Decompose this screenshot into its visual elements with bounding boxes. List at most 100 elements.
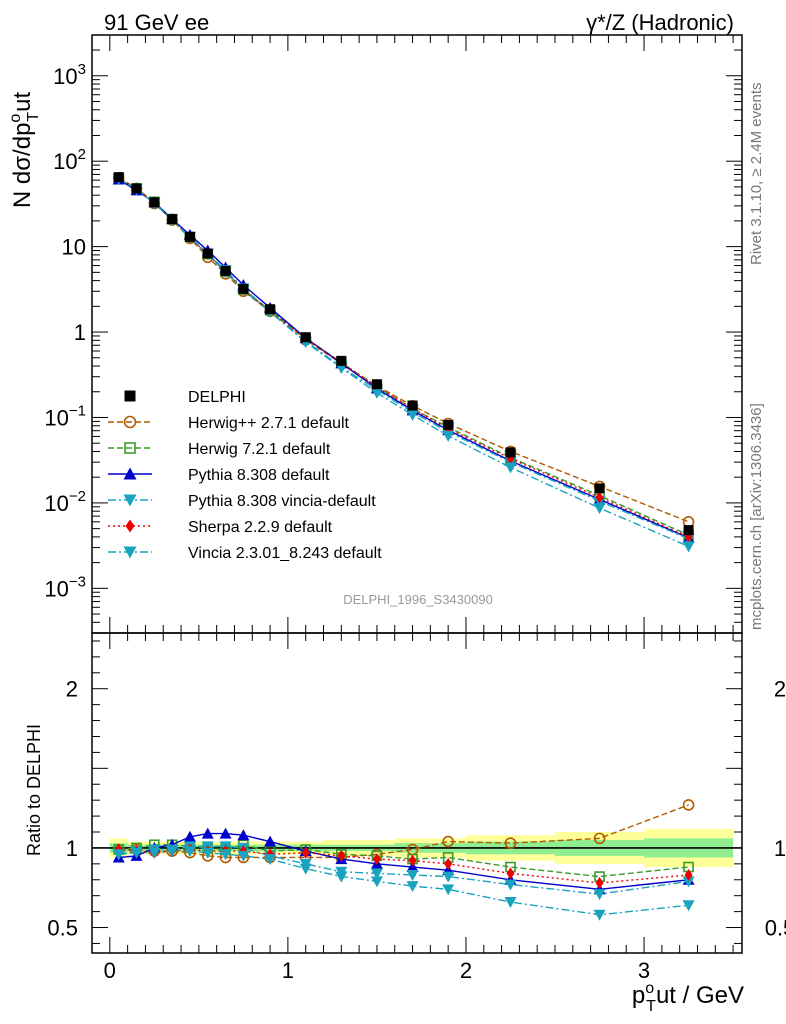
x-tick-label: 1 — [282, 958, 294, 983]
data-point — [184, 231, 195, 242]
ratio-series-point — [201, 847, 214, 859]
y-tick-label: 10−2 — [44, 488, 86, 516]
y-tick-label: 10−3 — [44, 573, 86, 601]
ratio-series-point — [442, 835, 454, 848]
ratio-series-point — [406, 869, 419, 881]
ratio-series-point — [408, 854, 417, 867]
x-tick-label: 3 — [638, 958, 650, 983]
legend-label: Pythia 8.308 vincia-default — [188, 493, 376, 510]
main-panel: 10−3 10−2 10−1 1 10 102 103 — [44, 34, 743, 634]
main-series-point — [593, 503, 606, 515]
legend-marker — [125, 519, 135, 533]
ratio-series-point — [237, 829, 250, 841]
main-series-point — [370, 387, 383, 399]
x-axis-title: po Tut / GeV — [632, 980, 744, 1015]
data-point — [149, 197, 160, 208]
legend-marker — [124, 390, 136, 402]
main-series-line — [118, 178, 689, 547]
mcplots-source-label: mcplots.cern.ch [arXiv:1306.3436] — [748, 403, 765, 630]
main-series-point — [406, 409, 419, 421]
ratio-panel: 0.5 0.5 1 1 2 2 0 1 2 3 — [47, 632, 786, 983]
y-tick-label: 102 — [53, 146, 86, 174]
legend-label: Sherpa 2.2.9 default — [188, 519, 333, 536]
data-point — [113, 172, 124, 183]
data-point — [202, 248, 213, 259]
main-y-axis-title: N dσ/dpoTut — [7, 92, 42, 209]
data-point — [167, 214, 178, 225]
ratio-series-point — [372, 853, 381, 866]
legend-label: DELPHI — [188, 389, 246, 406]
ratio-series-point — [166, 846, 179, 858]
data-point — [407, 400, 418, 411]
header-right-label: γ*/Z (Hadronic) — [586, 10, 734, 35]
legend-label: Herwig++ 2.7.1 default — [188, 415, 350, 432]
ratio-y-tick-label-right: 2 — [774, 677, 786, 702]
ratio-series-point — [264, 835, 277, 847]
ratio-series-point — [593, 889, 606, 901]
ratio-panel-frame — [91, 632, 743, 954]
legend-label: Vincia 2.3.01_8.243 default — [188, 545, 382, 562]
header-left-label: 91 GeV ee — [104, 10, 209, 35]
ratio-y-tick-label: 2 — [66, 677, 78, 702]
legend-marker — [123, 546, 137, 559]
ratio-series-point — [219, 827, 232, 839]
ratio-series-point — [684, 868, 693, 881]
ratio-series-line — [118, 804, 689, 859]
ratio-series-point — [370, 868, 383, 880]
ratio-series-point — [335, 871, 348, 883]
data-point — [220, 265, 231, 276]
ratio-series-point — [682, 799, 695, 811]
ratio-series-point — [183, 846, 196, 858]
ratio-series-point — [112, 849, 125, 861]
legend-label: Pythia 8.308 default — [188, 467, 330, 484]
ratio-series-point — [406, 881, 419, 893]
main-series-point — [595, 491, 604, 504]
data-point — [683, 525, 694, 536]
ratio-series-point — [370, 876, 383, 888]
ratio-series-point — [682, 876, 695, 888]
main-series-point — [682, 541, 695, 553]
y-tick-label: 10 — [62, 235, 86, 260]
ratio-y-tick-label: 0.5 — [47, 916, 78, 941]
y-tick-label: 1 — [74, 320, 86, 345]
ratio-series-point — [264, 854, 277, 866]
data-point — [238, 283, 249, 294]
ratio-series-point — [504, 879, 517, 891]
main-panel-frame — [91, 34, 743, 634]
ratio-series-point — [682, 900, 695, 912]
ratio-series-point — [219, 849, 232, 861]
ratio-series-line — [118, 845, 689, 895]
data-point — [300, 332, 311, 343]
ratio-series-point — [595, 876, 604, 889]
ratio-series-point — [201, 827, 214, 839]
data-point — [594, 483, 605, 494]
x-tick-label: 0 — [104, 958, 116, 983]
ratio-y-tick-label-right: 1 — [774, 836, 786, 861]
data-point — [265, 304, 276, 315]
legend-label: Herwig 7.2.1 default — [188, 441, 331, 458]
x-tick-label: 2 — [460, 958, 472, 983]
legend-marker — [123, 415, 137, 429]
ratio-series-point — [337, 849, 346, 862]
rivet-version-label: Rivet 3.1.10, ≥ 2.4M events — [748, 83, 765, 266]
ratio-series-point — [444, 857, 453, 870]
ratio-series-point — [237, 850, 250, 862]
ratio-y-axis-title: Ratio to DELPHI — [24, 724, 44, 856]
ratio-series-point — [504, 897, 517, 909]
ratio-y-tick-label: 1 — [66, 836, 78, 861]
analysis-label: DELPHI_1996_S3430090 — [343, 592, 493, 607]
y-tick-label: 10−1 — [44, 402, 86, 430]
data-point — [443, 419, 454, 430]
ratio-series-point — [301, 846, 310, 859]
ratio-series-point — [504, 837, 517, 849]
ratio-series-point — [442, 884, 455, 896]
ratio-y-tick-label-right: 0.5 — [765, 916, 786, 941]
data-point — [505, 447, 516, 458]
data-point — [336, 355, 347, 366]
data-point — [131, 183, 142, 194]
ratio-series-point — [148, 847, 161, 859]
main-series-point — [442, 430, 455, 442]
ratio-series-point — [299, 863, 312, 875]
ratio-series-point — [593, 909, 606, 921]
